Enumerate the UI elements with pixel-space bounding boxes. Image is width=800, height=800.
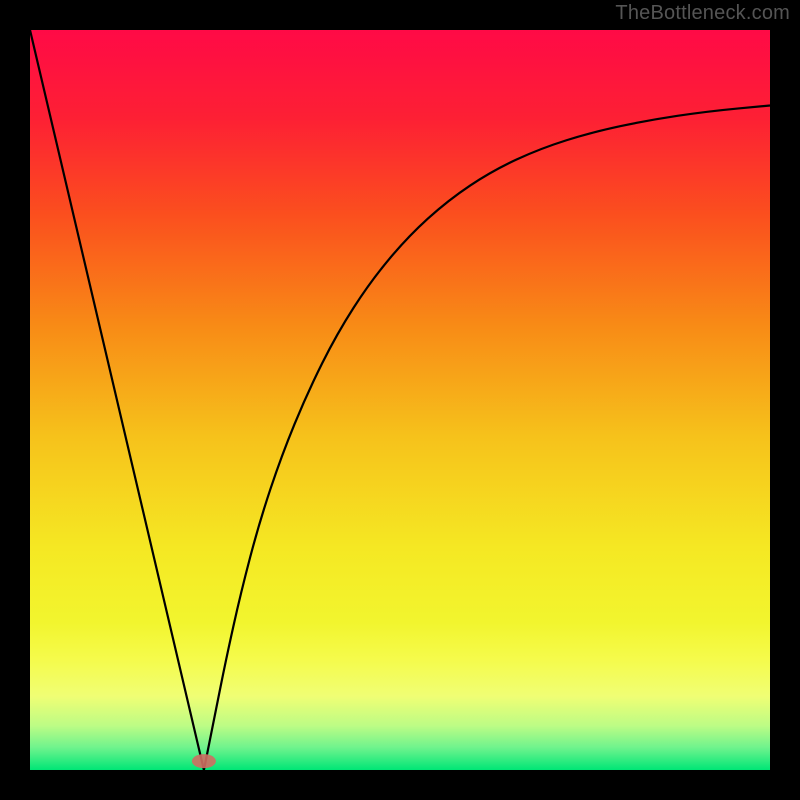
chart-container: TheBottleneck.com: [0, 0, 800, 800]
bottleneck-chart: [0, 0, 800, 800]
optimal-marker: [192, 754, 216, 768]
watermark-text: TheBottleneck.com: [615, 2, 790, 25]
plot-area: [30, 30, 770, 770]
